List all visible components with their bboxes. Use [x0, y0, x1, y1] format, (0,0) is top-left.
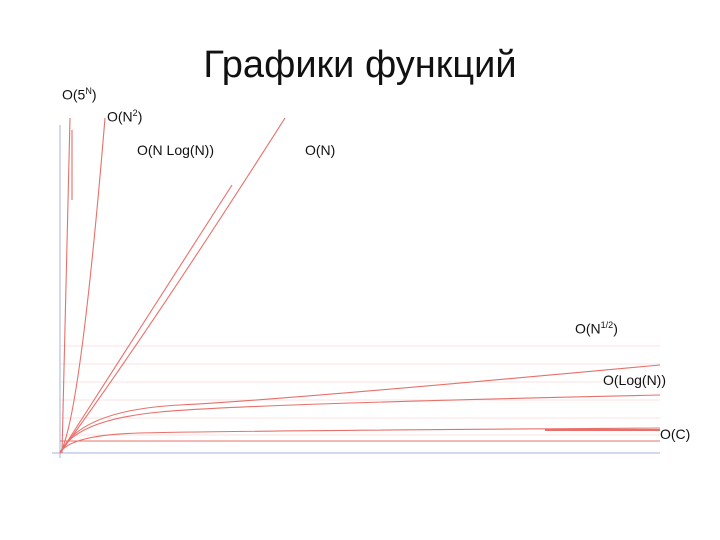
slide-title: Графики функций: [203, 44, 517, 86]
complexity-label: O(N1/2): [575, 320, 618, 337]
label-text: O(5: [62, 86, 86, 103]
label-text: ): [613, 320, 618, 337]
curve-nlogn: [59, 117, 286, 454]
label-text: O(N): [305, 142, 336, 158]
curve-log: [59, 394, 661, 454]
label-text: O(C): [660, 426, 691, 442]
complexity-label: O(N2): [107, 108, 142, 125]
curves: [59, 117, 661, 454]
complexity-label: O(N): [305, 142, 335, 158]
complexity-label: O(C): [660, 426, 690, 442]
complexity-label: O(Log(N)): [603, 372, 666, 388]
curve-linear: [59, 184, 233, 454]
curve-exp: [61, 117, 71, 454]
label-text: O(Log(N)): [603, 372, 667, 388]
complexity-label: O(N Log(N)): [137, 142, 214, 158]
label-superscript: N: [85, 86, 92, 96]
label-text: O(N: [107, 108, 133, 125]
label-text: ): [91, 86, 97, 103]
grid: [60, 345, 660, 436]
label-text: O(N: [575, 320, 601, 337]
label-text: O(N Log(N)): [137, 142, 215, 158]
curve-loglog: [59, 427, 661, 454]
complexity-label: O(5N): [62, 86, 97, 103]
curve-square: [59, 117, 106, 454]
axes: [52, 125, 660, 458]
curve-sqrt: [59, 364, 661, 454]
label-superscript: 2: [132, 108, 138, 118]
label-superscript: 1/2: [600, 320, 614, 330]
label-text: ): [137, 108, 143, 125]
